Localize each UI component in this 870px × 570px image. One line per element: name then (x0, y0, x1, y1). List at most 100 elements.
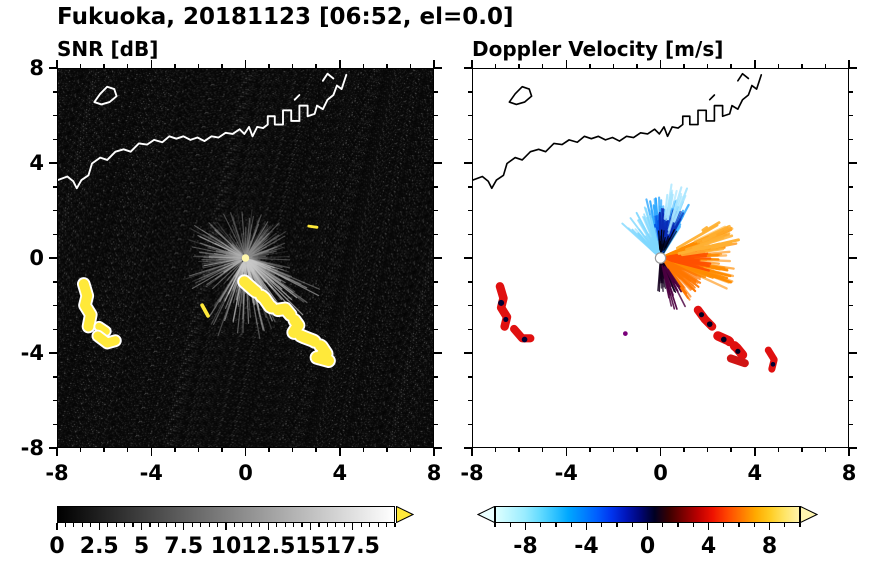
snr-colorbar-tick (284, 523, 286, 527)
velocity-y-axis-tick (468, 328, 472, 330)
velocity-x-axis-tick (494, 64, 497, 68)
snr-x-axis-tick (150, 60, 152, 68)
snr-y-axis-tick (53, 138, 57, 140)
velocity-x-axis-tick (612, 448, 615, 452)
snr-y-tick-label: 0 (29, 246, 44, 270)
snr-x-axis-tick (433, 60, 435, 68)
velocity-y-axis-tick (468, 423, 472, 425)
snr-y-axis-tick (434, 304, 438, 307)
snr-x-axis-tick (362, 448, 365, 452)
velocity-x-axis-tick (754, 448, 756, 456)
echo-patch (510, 324, 535, 343)
snr-x-axis-tick (174, 64, 176, 68)
snr-colorbar-tick (149, 523, 151, 527)
velocity-y-axis-tick (849, 138, 853, 140)
snr-y-axis-tick (434, 209, 438, 212)
snr-y-axis-tick (53, 209, 57, 212)
velocity-y-axis-tick (849, 352, 857, 354)
echo-speck (720, 336, 727, 343)
snr-y-axis-tick (434, 281, 438, 283)
snr-colorbar-tick (98, 523, 100, 530)
snr-x-axis-tick (268, 448, 270, 452)
velocity-plot-area (472, 68, 849, 448)
velocity-panel-title: Doppler Velocity [m/s] (472, 37, 724, 61)
snr-colorbar-tick (90, 523, 92, 527)
velocity-x-axis-tick (730, 64, 732, 68)
velocity-colorbar-tick-label: -4 (574, 534, 599, 559)
radar-center-dot (241, 254, 250, 262)
snr-y-axis-tick (434, 423, 438, 425)
velocity-x-tick-label: 0 (653, 461, 668, 485)
velocity-x-axis-tick (494, 448, 497, 452)
snr-x-axis-tick (79, 64, 82, 68)
snr-colorbar-tick (250, 523, 252, 527)
velocity-colorbar-tick (753, 523, 755, 527)
velocity-colorbar-tick (646, 523, 649, 530)
snr-echo-layer (58, 72, 348, 368)
snr-colorbar-tick (208, 523, 210, 527)
snr-colorbar-tick (124, 523, 126, 527)
velocity-colorbar-tick (570, 523, 572, 527)
snr-x-axis-tick (103, 448, 105, 452)
velocity-x-axis-tick (589, 448, 591, 452)
echo-patch (78, 279, 96, 332)
snr-colorbar-tick (81, 523, 83, 527)
velocity-y-axis-tick (849, 233, 853, 235)
snr-y-axis-tick (53, 186, 57, 188)
velocity-x-axis-tick (565, 448, 567, 456)
velocity-echo-layer (473, 72, 778, 373)
snr-colorbar-tick (73, 523, 75, 527)
snr-x-axis-tick (386, 448, 388, 452)
snr-y-axis-tick (434, 138, 438, 140)
snr-plot-area (57, 68, 434, 448)
snr-y-axis-tick (434, 114, 438, 117)
snr-x-axis-tick (339, 60, 341, 68)
snr-y-axis-tick (53, 233, 57, 235)
snr-x-axis-tick (409, 448, 412, 452)
snr-colorbar-tick (335, 523, 337, 527)
snr-y-tick-label: -4 (20, 341, 44, 365)
velocity-colorbar-tick-label: -8 (513, 534, 538, 559)
snr-x-axis-tick (315, 64, 317, 68)
radar-center-dot (654, 252, 667, 264)
snr-y-axis-tick (49, 162, 57, 164)
snr-y-axis-tick (53, 399, 57, 402)
snr-colorbar-tick (216, 523, 219, 527)
snr-x-tick-label: 8 (426, 461, 442, 485)
snr-y-axis-tick (53, 91, 57, 93)
echo-patch (307, 224, 319, 229)
snr-x-axis-tick (103, 64, 105, 68)
velocity-x-axis-tick (541, 448, 544, 452)
velocity-colorbar (495, 506, 800, 523)
echo-speck (698, 312, 705, 318)
velocity-y-axis-tick (468, 138, 472, 140)
velocity-y-axis-tick (849, 162, 857, 164)
velocity-y-axis-tick (468, 233, 472, 235)
velocity-x-axis-tick (565, 60, 567, 68)
snr-x-axis-tick (268, 64, 270, 68)
velocity-x-tick-label: 4 (747, 461, 763, 485)
snr-colorbar-tick (360, 523, 362, 527)
velocity-colorbar-tick (494, 523, 496, 527)
snr-colorbar-tick-label: 0 (49, 534, 65, 559)
velocity-y-axis-tick (468, 304, 472, 307)
velocity-colorbar-tick (768, 523, 771, 530)
velocity-y-axis-tick (468, 376, 472, 378)
snr-y-tick-label: -8 (20, 436, 44, 460)
velocity-colorbar-tick (585, 523, 588, 530)
snr-colorbar-tick-label: 7.5 (164, 534, 204, 559)
echo-speck (706, 321, 713, 327)
snr-y-axis-tick (434, 257, 442, 259)
snr-y-axis-tick (53, 423, 57, 425)
snr-y-axis-tick (53, 281, 57, 283)
snr-y-axis-tick (49, 257, 57, 259)
snr-colorbar-tick-label: 2.5 (79, 534, 119, 559)
snr-x-axis-tick (221, 448, 223, 452)
snr-y-axis-tick (434, 328, 438, 330)
velocity-y-axis-tick (464, 162, 472, 164)
snr-y-axis-tick (49, 352, 57, 354)
snr-y-axis-tick (434, 186, 438, 188)
snr-colorbar-tick (64, 523, 67, 527)
snr-x-axis-tick (409, 64, 412, 68)
velocity-colorbar-tick (707, 523, 710, 530)
